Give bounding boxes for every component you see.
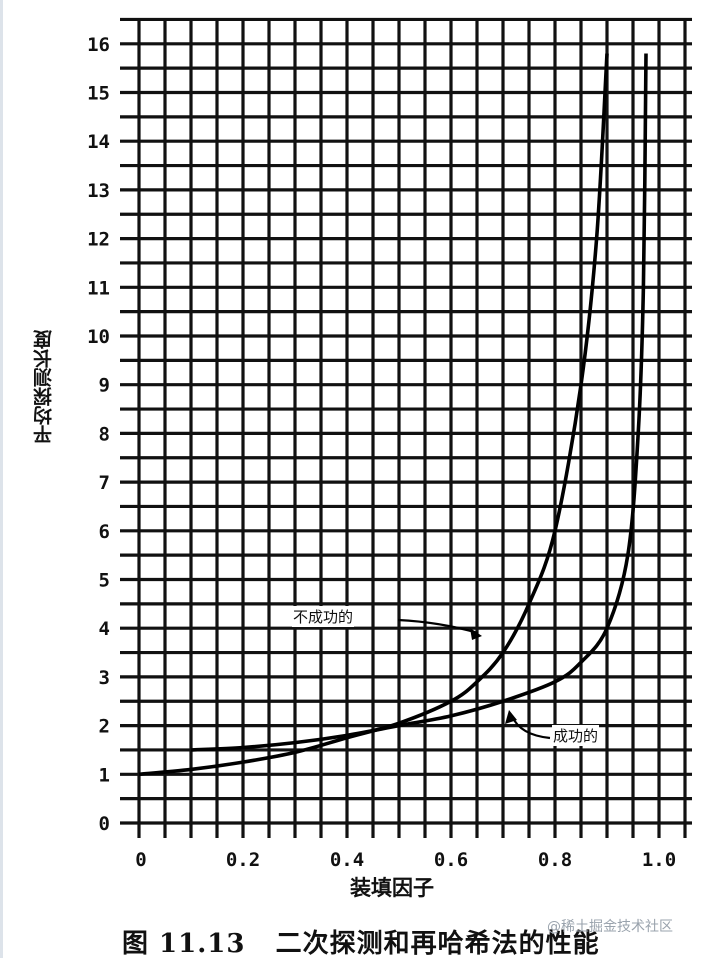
y-tick-label: 8: [99, 423, 110, 445]
y-tick-label: 5: [99, 570, 110, 592]
y-tick-label: 13: [87, 180, 110, 202]
y-tick-label: 14: [87, 131, 110, 153]
figure-caption: 图 11.13 二次探测和再哈希法的性能: [122, 929, 600, 959]
y-tick-label: 10: [87, 326, 110, 348]
y-tick-label: 1: [99, 764, 110, 786]
curve-unsuccessful: [138, 53, 609, 777]
annotation-successful: 成功的: [552, 725, 600, 746]
annotation-unsuccessful: 不成功的: [292, 606, 355, 627]
y-tick-label: 15: [87, 83, 110, 105]
y-tick-label: 6: [99, 521, 110, 543]
watermark: @稀土掘金技术社区: [547, 919, 673, 935]
y-tick-label: 16: [87, 34, 110, 56]
y-tick-label: 0: [99, 813, 110, 835]
x-axis-label: 装填因子: [350, 876, 434, 900]
y-tick-label: 3: [99, 667, 110, 689]
y-tick-label: 4: [99, 618, 110, 640]
grid-lines: [120, 17, 692, 838]
y-axis-label: 平均探测长度: [33, 330, 55, 444]
x-tick-label: 0.8: [538, 849, 572, 871]
x-tick-label: 0.2: [226, 849, 260, 871]
x-tick-label: 0.6: [434, 849, 468, 871]
left-border: [0, 0, 3, 958]
x-tick-label: 1.0: [642, 849, 676, 871]
y-tick-label: 11: [87, 277, 110, 299]
curve-successful: [190, 53, 648, 752]
y-tick-label: 2: [99, 716, 110, 738]
x-tick-label: 0: [135, 849, 146, 871]
y-tick-label: 9: [99, 375, 110, 397]
x-axis-ticks: 0 0.2 0.4 0.6 0.8 1.0: [135, 849, 676, 871]
data-curves: [138, 53, 648, 777]
y-tick-label: 12: [87, 229, 110, 251]
y-tick-label: 7: [99, 472, 110, 494]
x-tick-label: 0.4: [330, 849, 364, 871]
annotation-arrows: [397, 618, 551, 740]
